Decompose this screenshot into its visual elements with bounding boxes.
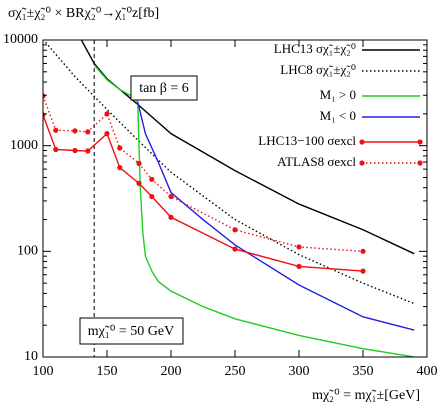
legend-marker xyxy=(359,160,365,166)
data-point xyxy=(360,268,366,274)
data-point xyxy=(72,147,78,154)
x-tick-label: 300 xyxy=(289,364,310,379)
x-axis-label: mχ̃₂⁰ = mχ̃₁±[GeV] xyxy=(312,388,420,403)
data-point xyxy=(168,214,174,220)
legend-label: ATLAS8 σexcl xyxy=(277,154,356,169)
series-line xyxy=(93,64,415,357)
data-point xyxy=(232,227,238,233)
data-point xyxy=(104,131,110,137)
series-line xyxy=(43,95,364,253)
x-tick-label: 150 xyxy=(97,364,118,379)
data-point xyxy=(72,128,78,134)
data-point xyxy=(43,93,46,99)
data-point xyxy=(85,129,91,135)
y-tick-label: 10000 xyxy=(3,32,38,47)
legend-label: LHC8 σχ̃₁±χ̃₂⁰ xyxy=(280,62,356,77)
data-point xyxy=(136,160,142,166)
data-point xyxy=(53,127,59,133)
legend-marker xyxy=(359,139,365,145)
data-point xyxy=(360,248,366,254)
data-point xyxy=(232,246,238,252)
data-point xyxy=(136,180,142,186)
annotation: mχ̃₁⁰ = 50 GeV xyxy=(88,324,174,339)
data-point xyxy=(53,146,59,153)
data-point xyxy=(296,263,302,270)
annotation-box xyxy=(79,317,184,345)
chart-title: σχ̃₁±χ̃₂⁰ × BRχ̃₂⁰→χ̃₁⁰z[fb] xyxy=(8,6,159,21)
x-tick-label: 350 xyxy=(353,364,374,379)
x-tick-label: 400 xyxy=(417,364,438,379)
legend-label: M₁ < 0 xyxy=(320,108,356,123)
y-tick-label: 10 xyxy=(24,349,38,364)
y-tick-label: 100 xyxy=(17,244,38,259)
legend-label: LHC13 σχ̃₁±χ̃₂⁰ xyxy=(274,41,356,56)
data-point xyxy=(104,111,110,117)
legend-label: LHC13−100 σexcl xyxy=(258,133,356,148)
x-tick-label: 100 xyxy=(33,364,54,379)
plot-frame xyxy=(42,39,428,358)
series-line xyxy=(80,40,415,255)
legend-label: M₁ > 0 xyxy=(320,87,356,102)
plot-area xyxy=(43,40,415,357)
data-point xyxy=(168,193,174,200)
x-tick-label: 200 xyxy=(161,364,182,379)
data-point xyxy=(149,176,155,182)
data-point xyxy=(296,244,302,250)
x-tick-label: 250 xyxy=(225,364,246,379)
data-point xyxy=(149,193,155,200)
data-point xyxy=(85,148,91,154)
legend-marker xyxy=(417,160,423,166)
annotation-box xyxy=(130,75,198,101)
annotation: tan β = 6 xyxy=(139,81,189,96)
series-line xyxy=(45,41,415,305)
data-point xyxy=(117,145,123,151)
y-tick-label: 1000 xyxy=(10,138,38,153)
data-point xyxy=(117,165,123,171)
series-line xyxy=(137,101,415,331)
legend-marker xyxy=(417,139,423,145)
series-line xyxy=(43,114,364,272)
